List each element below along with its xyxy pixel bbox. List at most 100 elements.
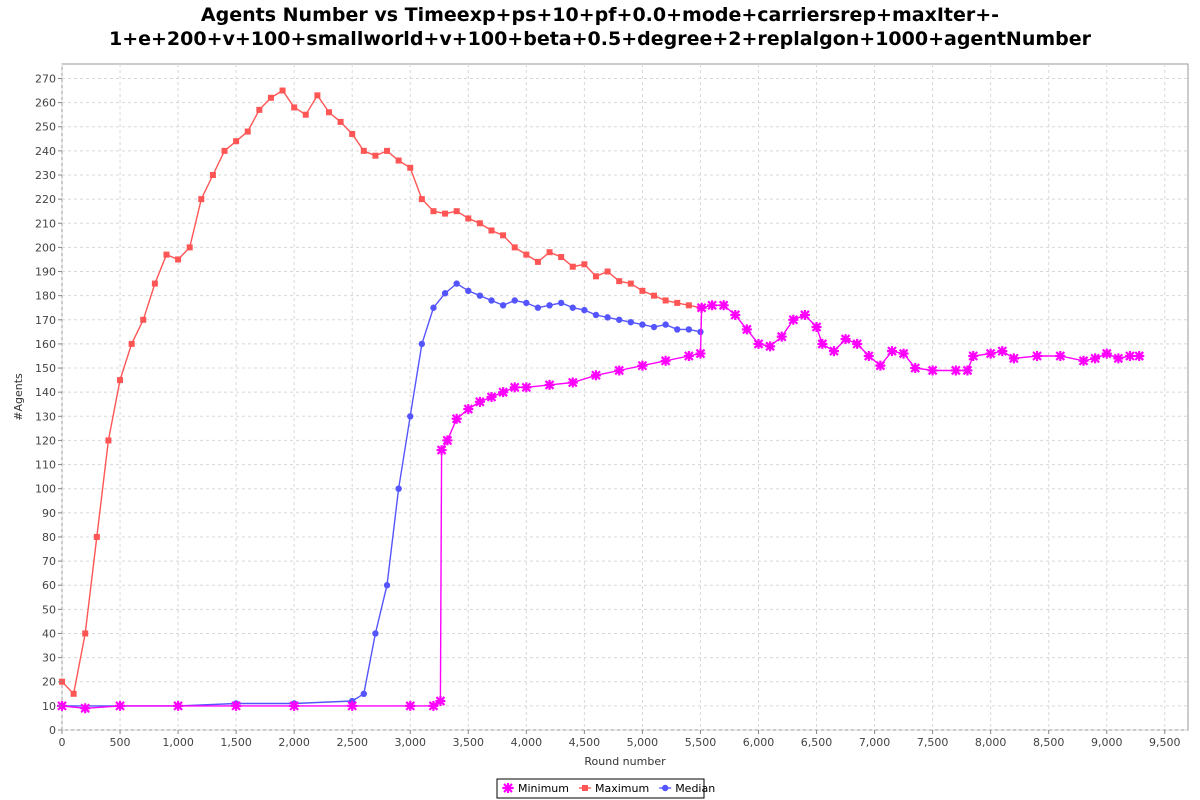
data-point-minimum <box>852 338 863 349</box>
series-maximum <box>59 87 704 697</box>
data-point-minimum <box>289 700 300 711</box>
x-tick-label: 3,000 <box>394 736 426 749</box>
data-point-median <box>650 323 658 331</box>
x-tick-label: 7,500 <box>917 736 949 749</box>
data-point-maximum <box>558 254 565 261</box>
y-tick-label: 120 <box>35 434 56 447</box>
y-tick-label: 70 <box>42 555 56 568</box>
data-point-maximum <box>430 208 437 215</box>
y-tick-label: 270 <box>35 72 56 85</box>
data-point-minimum <box>765 341 776 352</box>
data-point-maximum <box>140 316 147 323</box>
x-tick-label: 4,000 <box>511 736 543 749</box>
y-tick-label: 20 <box>42 676 56 689</box>
x-tick-label: 6,500 <box>801 736 833 749</box>
data-point-maximum <box>488 227 495 234</box>
data-point-maximum <box>651 292 658 299</box>
data-point-maximum <box>523 251 530 258</box>
data-point-minimum <box>614 365 625 376</box>
data-point-minimum <box>753 338 764 349</box>
data-point-minimum <box>1032 350 1043 361</box>
x-tick-label: 9,500 <box>1149 736 1181 749</box>
data-point-maximum <box>82 630 89 637</box>
data-point-maximum <box>314 92 321 99</box>
data-point-minimum <box>718 300 729 311</box>
legend-item-maximum: Maximum <box>578 782 649 795</box>
data-point-median <box>383 582 391 589</box>
data-point-maximum <box>360 147 367 154</box>
data-point-maximum <box>186 244 193 251</box>
data-point-median <box>499 302 507 309</box>
data-point-minimum <box>707 300 718 311</box>
data-point-maximum <box>616 278 623 285</box>
data-point-maximum <box>534 258 541 265</box>
data-point-maximum <box>442 210 449 217</box>
y-tick-label: 10 <box>42 700 56 713</box>
data-point-median <box>523 299 530 307</box>
data-point-minimum <box>696 302 707 313</box>
series-group <box>57 87 1145 714</box>
data-point-maximum <box>639 287 646 294</box>
data-point-maximum <box>128 340 135 347</box>
data-point-minimum <box>486 392 497 402</box>
data-point-minimum <box>695 348 706 359</box>
data-point-maximum <box>662 297 669 304</box>
legend-marker-minimum <box>503 783 513 793</box>
data-point-median <box>627 318 635 326</box>
data-point-maximum <box>581 261 588 268</box>
axes: 0 500 1,000 1,500 2,000 2,500 3,000 3,500 4,000 4… <box>35 72 1181 749</box>
data-point-maximum <box>453 208 460 215</box>
data-point-maximum <box>163 251 170 258</box>
y-tick-label: 240 <box>35 145 56 158</box>
y-tick-label: 130 <box>35 410 56 423</box>
legend-label-maximum: Maximum <box>595 782 649 795</box>
x-tick-label: 5,000 <box>627 736 659 749</box>
data-point-minimum <box>840 334 851 345</box>
data-point-maximum <box>256 106 263 113</box>
data-point-median <box>674 326 681 333</box>
data-point-median <box>407 413 414 420</box>
data-point-median <box>534 304 542 311</box>
y-tick-label: 160 <box>35 338 56 351</box>
data-point-maximum <box>627 280 634 287</box>
x-axis-label: Round number <box>584 755 666 768</box>
data-point-maximum <box>349 130 356 137</box>
data-point-maximum <box>337 118 344 125</box>
y-tick-label: 200 <box>35 241 56 254</box>
data-point-maximum <box>592 273 599 280</box>
x-tick-label: 1,000 <box>162 736 194 749</box>
data-point-median <box>615 316 623 323</box>
data-point-minimum <box>1124 350 1135 361</box>
data-point-maximum <box>151 280 158 287</box>
data-point-maximum <box>604 268 611 275</box>
y-tick-label: 0 <box>49 724 56 737</box>
x-tick-label: 1,500 <box>220 736 252 749</box>
data-point-minimum <box>1113 353 1124 364</box>
data-point-median <box>418 340 426 348</box>
data-point-maximum <box>465 215 472 222</box>
data-point-minimum <box>950 365 961 376</box>
data-point-minimum <box>1078 355 1089 366</box>
data-point-median <box>488 297 495 304</box>
x-tick-label: 9,000 <box>1091 736 1123 749</box>
chart-title-line-1: Agents Number vs Timeexp+ps+10+pf+0.0+mo… <box>201 4 999 26</box>
data-point-maximum <box>407 164 414 171</box>
data-point-minimum <box>1101 348 1112 359</box>
data-point-maximum <box>70 690 77 697</box>
data-point-minimum <box>509 382 520 393</box>
data-point-minimum <box>474 396 485 407</box>
data-point-maximum <box>546 249 553 256</box>
data-point-minimum <box>347 700 358 711</box>
y-tick-label: 80 <box>42 531 56 544</box>
data-point-minimum <box>1090 353 1101 364</box>
data-point-minimum <box>544 379 555 390</box>
data-point-minimum <box>567 377 578 388</box>
data-point-minimum <box>435 696 446 707</box>
x-tick-label: 2,000 <box>278 736 310 749</box>
y-tick-label: 210 <box>35 217 56 230</box>
y-tick-label: 150 <box>35 362 56 375</box>
y-tick-label: 100 <box>35 483 56 496</box>
data-point-minimum <box>776 331 787 342</box>
x-tick-label: 6,000 <box>743 736 775 749</box>
chart-title-line-2: 1+e+200+v+100+smallworld+v+100+beta+0.5+… <box>109 28 1092 50</box>
